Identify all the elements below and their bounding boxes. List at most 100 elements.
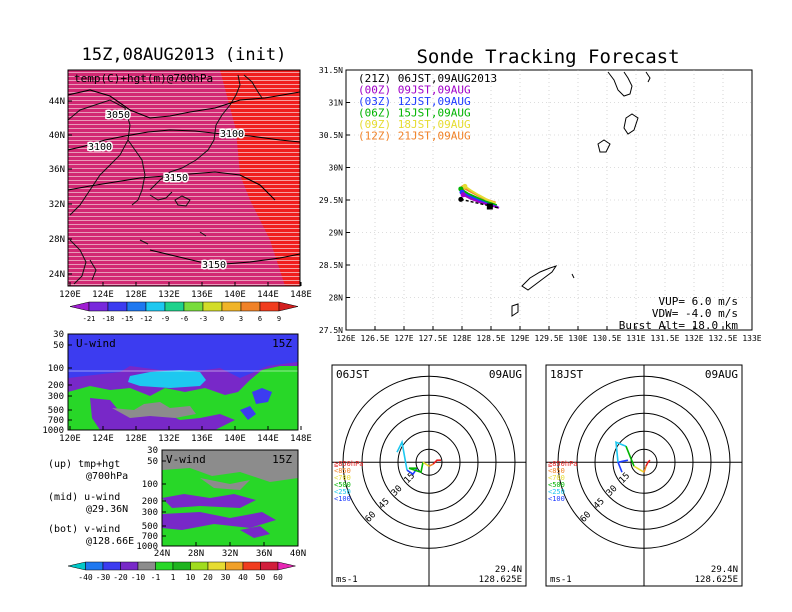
vwind-panel: V-wind 15Z <box>161 449 299 547</box>
note-mid-1: (mid) u-wind <box>48 492 120 503</box>
contour-label: 3050 <box>106 110 130 121</box>
temperature-map: 3050 3100 3100 3150 3150 temp(C)+hgt(m)@… <box>67 69 301 287</box>
contour-label: 3100 <box>220 129 244 140</box>
vwind-y-tick-label: 300 <box>142 508 158 518</box>
tracking-x-tick-label: 127E <box>394 334 413 343</box>
hodo-trace <box>625 445 635 467</box>
colorbar-swatch <box>155 561 174 571</box>
colorbar-label: -15 <box>121 315 134 323</box>
uwind-y-tick-label: 200 <box>48 381 64 391</box>
sonde-launch-marker <box>486 203 493 210</box>
hodo-legend-entry: ≧850hPa <box>548 460 578 468</box>
vwind-y-tick-label: 30 <box>147 446 158 456</box>
vwind-x-ticks: 24N 28N 32N 36N 40N <box>154 542 306 559</box>
map-x-tick-label: 120E <box>59 290 81 300</box>
uwind-x-tick-label: 120E <box>59 434 81 444</box>
tracking-y-ticks: 31.5N 31N 30.5N 30N 29.5N 29N 28.5N 28N 27.5N <box>319 66 350 335</box>
hodo-trace <box>645 459 651 467</box>
colorbar-swatch <box>102 561 121 571</box>
hodo-trace <box>396 439 408 471</box>
hodo-legend-entry: <100 <box>548 495 565 503</box>
hodo-lon: 128.625E <box>479 575 522 585</box>
colorbar-swatch <box>126 301 147 312</box>
colorbar-swatch <box>277 561 296 571</box>
tracking-x-tick-label: 129.5E <box>535 334 564 343</box>
tracking-y-tick-label: 30.5N <box>319 131 343 140</box>
vwind-y-tick-label: 100 <box>142 480 158 490</box>
map-title: 15Z,08AUG2013 (init) <box>82 45 287 65</box>
map-x-tick-label: 128E <box>125 290 147 300</box>
colorbar-swatch <box>120 561 139 571</box>
tracking-y-tick-label: 29N <box>329 229 344 238</box>
tracking-x-tick-label: 130.5E <box>593 334 622 343</box>
colorbar-label: 1 <box>171 573 176 582</box>
tracking-x-tick-label: 127.5E <box>419 334 448 343</box>
hodo-trace <box>408 462 424 474</box>
colorbar-swatch <box>172 561 191 571</box>
tracking-x-tick-label: 131.5E <box>651 334 680 343</box>
colorbar-label: 0 <box>220 315 224 323</box>
contour-label: 3100 <box>88 142 112 153</box>
map-y-tick-label: 28N <box>49 235 65 245</box>
uwind-y-tick-label: 700 <box>48 416 64 426</box>
hodo-legend-entry: ≧850hPa <box>334 460 364 468</box>
uwind-y-tick-label: 50 <box>53 341 64 351</box>
tracking-x-tick-label: 126E <box>336 334 355 343</box>
vwind-y-tick-label: 1000 <box>136 542 158 552</box>
map-x-tick-label: 132E <box>158 290 180 300</box>
note-mid-2: @29.36N <box>86 504 128 515</box>
colorbar-label: -6 <box>180 315 188 323</box>
hodo-date: 09AUG <box>489 368 522 381</box>
colorbar-label: 9 <box>277 315 281 323</box>
colorbar-label: -40 <box>78 573 93 582</box>
map-x-ticks: 120E 124E 128E 132E 136E 140E 144E 148E <box>59 282 312 300</box>
map-y-tick-label: 40N <box>49 131 65 141</box>
colorbar-swatch <box>202 301 223 312</box>
track-start-marker <box>460 192 466 198</box>
islands <box>511 71 651 317</box>
vwind-time: 15Z <box>272 453 292 466</box>
colorbar-swatch <box>107 301 128 312</box>
colorbar-swatch <box>67 561 86 571</box>
coastlines <box>68 74 263 285</box>
colorbar-swatch <box>207 561 226 571</box>
tracking-x-tick-label: 131E <box>626 334 645 343</box>
map-x-tick-label: 136E <box>191 290 213 300</box>
note-bot-1: (bot) v-wind <box>48 524 120 535</box>
legend-entry: (03Z) 12JST,09AUG <box>358 95 471 108</box>
colorbar-label: -3 <box>199 315 207 323</box>
tracking-x-tick-label: 130E <box>568 334 587 343</box>
hodo-legend-entry: <700 <box>548 474 565 482</box>
hodo-legend-entry: <500 <box>548 481 565 489</box>
colorbar-swatch <box>69 301 90 312</box>
colorbar-swatch <box>221 301 242 312</box>
height-contours <box>68 89 300 265</box>
colorbar-swatch <box>145 301 166 312</box>
tracking-map <box>345 69 753 331</box>
note-bot-2: @128.66E <box>86 536 134 547</box>
track-start-marker <box>458 196 464 202</box>
panel-notes: (up) tmp+hgt @700hPa (mid) u-wind @29.36… <box>48 459 134 547</box>
hodo-legend-entry: <850 <box>548 467 565 475</box>
colorbar-swatch <box>240 301 261 312</box>
hodo-time: 06JST <box>336 368 369 381</box>
note-top-2: @700hPa <box>86 471 128 482</box>
hodo-lat: 29.4N <box>495 565 522 575</box>
map-x-tick-label: 144E <box>257 290 279 300</box>
tracking-x-ticks: 126E 126.5E 127E 127.5E 128E 128.5E 129E 129.5E… <box>336 326 762 343</box>
hodo-legend-entry: <100 <box>334 495 351 503</box>
uwind-x-tick-label: 148E <box>290 434 312 444</box>
colorbar-swatch <box>88 301 109 312</box>
colorbar-swatch <box>260 561 279 571</box>
legend-entry: (06Z) 15JST,09AUG <box>358 107 471 120</box>
uwind-panel: U-wind 15Z <box>67 333 299 431</box>
map-cool-region <box>68 70 285 286</box>
hodo-time: 18JST <box>550 368 583 381</box>
uwind-x-tick-label: 140E <box>224 434 246 444</box>
map-x-tick-label: 148E <box>290 290 312 300</box>
colorbar-swatch <box>137 561 156 571</box>
colorbar-swatch <box>85 561 104 571</box>
hodo-lon: 128.625E <box>695 575 738 585</box>
legend-entry: (12Z) 21JST,09AUG <box>358 130 471 143</box>
